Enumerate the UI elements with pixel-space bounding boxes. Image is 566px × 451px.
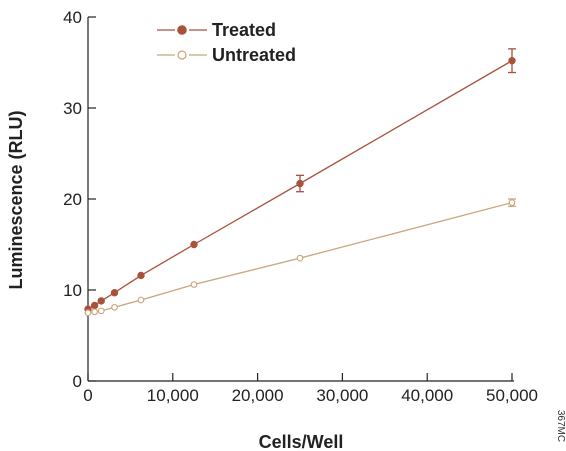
- x-tick-label: 0: [83, 386, 92, 405]
- series-layer: [84, 48, 516, 317]
- y-tick-label: 40: [63, 8, 82, 27]
- series-treated: [84, 48, 516, 313]
- data-point: [190, 240, 198, 249]
- y-tick-label: 30: [63, 99, 82, 118]
- data-point: [97, 297, 105, 305]
- data-point: [137, 296, 145, 304]
- data-point: [190, 281, 198, 288]
- x-tick-label: 10,000: [147, 386, 199, 405]
- legend-label: Treated: [212, 20, 276, 40]
- axes: 0 10 20 30 40 0 10,000 20,000 30,000 40,000 50,000: [63, 8, 538, 405]
- series-untreated: [84, 198, 516, 317]
- legend: Treated Untreated: [157, 20, 296, 65]
- y-tick-label: 10: [63, 281, 82, 300]
- data-point: [91, 308, 98, 316]
- y-tick-label: 0: [73, 372, 82, 391]
- x-tick-label: 50,000: [486, 386, 538, 405]
- data-point: [508, 199, 516, 206]
- legend-item-untreated: Untreated: [157, 45, 296, 65]
- data-point: [84, 309, 92, 317]
- figure-code: 367MC: [555, 410, 566, 442]
- data-point: [110, 289, 119, 297]
- x-tick-label: 30,000: [316, 386, 368, 405]
- data-point: [296, 254, 304, 262]
- legend-marker: [177, 25, 187, 35]
- legend-marker: [177, 50, 187, 60]
- data-point: [296, 179, 304, 188]
- data-point: [508, 56, 516, 65]
- data-point: [90, 301, 99, 310]
- data-point: [111, 303, 118, 311]
- x-axis-title: Cells/Well: [259, 432, 344, 451]
- data-point: [97, 307, 105, 315]
- y-tick-label: 20: [63, 190, 82, 209]
- legend-item-treated: Treated: [157, 20, 276, 40]
- x-tick-label: 40,000: [401, 386, 453, 405]
- x-tick-label: 20,000: [232, 386, 284, 405]
- data-point: [137, 271, 145, 280]
- y-axis-title: Luminescence (RLU): [6, 110, 26, 289]
- legend-label: Untreated: [212, 45, 296, 65]
